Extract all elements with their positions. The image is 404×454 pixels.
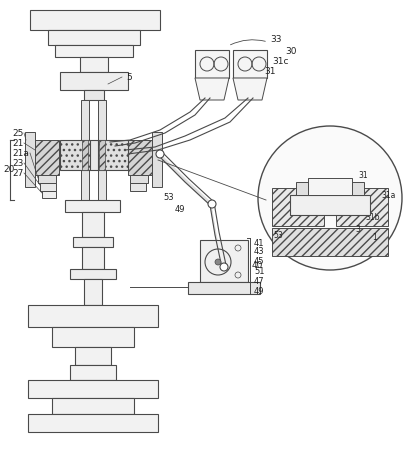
Bar: [55, 45, 133, 57]
Text: 31: 31: [264, 68, 276, 77]
Bar: [82, 212, 104, 237]
Text: 23: 23: [12, 158, 23, 168]
Text: 5: 5: [126, 73, 132, 82]
Bar: [130, 175, 148, 183]
Circle shape: [258, 126, 402, 270]
Text: 53: 53: [163, 193, 174, 202]
Text: 31b: 31b: [365, 213, 379, 222]
Bar: [272, 188, 324, 226]
Bar: [80, 57, 108, 72]
Bar: [70, 365, 116, 380]
Text: 49: 49: [175, 206, 185, 214]
Text: 51: 51: [254, 267, 265, 276]
Bar: [90, 140, 98, 170]
Bar: [28, 414, 158, 432]
Text: 20: 20: [3, 166, 15, 174]
Bar: [73, 237, 113, 247]
Bar: [48, 30, 140, 45]
Bar: [84, 279, 102, 305]
Text: 1: 1: [372, 233, 377, 242]
Circle shape: [156, 150, 164, 158]
Bar: [60, 140, 90, 170]
Bar: [195, 50, 229, 78]
Bar: [308, 178, 352, 195]
Circle shape: [208, 200, 216, 208]
Bar: [30, 10, 160, 30]
Bar: [28, 305, 158, 327]
Bar: [272, 228, 388, 256]
Text: 41: 41: [254, 238, 265, 247]
Circle shape: [220, 263, 228, 271]
Bar: [82, 140, 88, 170]
Bar: [82, 247, 104, 269]
Bar: [52, 327, 134, 347]
Bar: [75, 347, 111, 365]
Polygon shape: [195, 78, 229, 100]
Text: 47: 47: [254, 276, 265, 286]
Bar: [332, 182, 364, 195]
Bar: [290, 195, 370, 215]
Circle shape: [215, 259, 221, 265]
Polygon shape: [233, 78, 267, 100]
Text: 31: 31: [358, 171, 368, 179]
Bar: [130, 183, 146, 191]
Bar: [81, 100, 89, 200]
Text: 33: 33: [270, 35, 282, 44]
Bar: [42, 191, 56, 198]
Bar: [128, 140, 152, 175]
Text: 21: 21: [12, 138, 23, 148]
Text: 30: 30: [285, 48, 297, 56]
Bar: [40, 183, 56, 191]
Bar: [336, 188, 388, 226]
Text: 53: 53: [273, 231, 283, 240]
Text: 3: 3: [355, 226, 360, 235]
Bar: [98, 100, 106, 200]
Text: 21a: 21a: [12, 148, 29, 158]
Bar: [152, 132, 162, 187]
Bar: [200, 240, 248, 282]
Text: 49: 49: [254, 286, 265, 296]
Bar: [60, 72, 128, 90]
Bar: [70, 269, 116, 279]
Bar: [65, 200, 120, 212]
Text: 43: 43: [254, 247, 265, 257]
Text: 27: 27: [12, 168, 23, 178]
Bar: [296, 182, 328, 195]
Text: 31a: 31a: [381, 191, 396, 199]
Bar: [28, 380, 158, 398]
Text: 40: 40: [252, 262, 263, 271]
Bar: [38, 175, 56, 183]
Text: 45: 45: [254, 257, 265, 266]
Bar: [188, 282, 260, 294]
Bar: [84, 90, 104, 100]
Bar: [35, 140, 59, 175]
Text: 25: 25: [12, 128, 23, 138]
Bar: [233, 50, 267, 78]
Bar: [52, 398, 134, 414]
Text: 31c: 31c: [272, 58, 288, 66]
Bar: [98, 140, 128, 170]
Bar: [25, 132, 35, 187]
Bar: [99, 140, 105, 170]
